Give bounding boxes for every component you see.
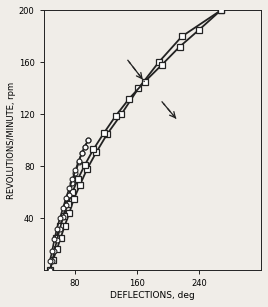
X-axis label: DEFLECTIONS, deg: DEFLECTIONS, deg <box>110 291 195 300</box>
Y-axis label: REVOLUTIONS/MINUTE, rpm: REVOLUTIONS/MINUTE, rpm <box>7 82 16 199</box>
